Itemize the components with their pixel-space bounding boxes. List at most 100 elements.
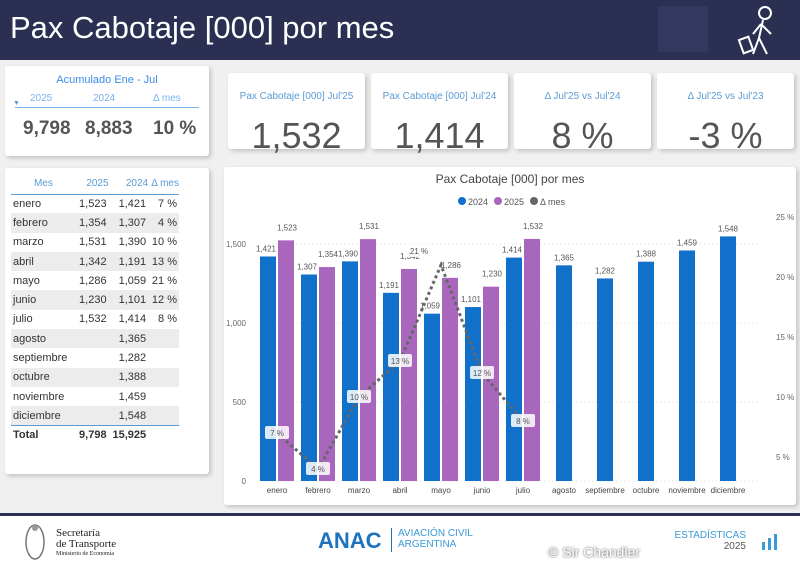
table-cell: 10 % <box>151 236 177 249</box>
table-row[interactable]: septiembre 1,282 <box>11 348 179 367</box>
x-tick-label: marzo <box>348 486 371 495</box>
table-cell <box>75 406 109 426</box>
table-cell: 1,421 <box>118 197 147 210</box>
delta-label: 13 % <box>391 357 409 366</box>
table-cell: 1,307 <box>108 213 149 233</box>
table-row[interactable]: abril 1,342 1,191 13 % <box>11 251 179 272</box>
secretaria-logo: Secretaría de Transporte Ministerio de Eco… <box>56 527 117 558</box>
table-row[interactable]: noviembre 1,459 <box>11 387 179 406</box>
table-row[interactable]: junio 1,230 1,101 12 % <box>11 290 179 310</box>
anac-logo: ANAC <box>318 528 382 553</box>
delta-label: 10 % <box>350 393 368 402</box>
bar-2025[interactable] <box>360 239 376 481</box>
x-tick-label: abril <box>392 486 407 495</box>
y2-tick-label: 10 % <box>776 393 794 402</box>
total-row: Total 9,798 15,925 <box>11 425 179 445</box>
table-cell: 13 % <box>148 251 179 272</box>
bar-2024[interactable] <box>424 313 440 481</box>
table-cell <box>76 387 109 406</box>
data-label-2025: 1,523 <box>277 223 298 232</box>
delta-label-bg <box>306 462 330 475</box>
bar-2024[interactable] <box>556 265 572 481</box>
bar-2024[interactable] <box>506 257 522 481</box>
table-cell: 12 % <box>148 290 179 310</box>
table-row[interactable]: enero 1,523 1,421 7 % <box>11 194 179 213</box>
table-cell: 1,354 <box>75 213 109 233</box>
table-cell: 7 % <box>158 197 177 210</box>
accum-col-delta: Δ mes <box>153 93 181 104</box>
bar-2024[interactable] <box>301 274 317 481</box>
data-label-2024: 1,388 <box>636 250 657 259</box>
data-label-2025: 1,286 <box>441 261 462 270</box>
table-cell <box>148 367 179 387</box>
bar-2024[interactable] <box>720 236 736 481</box>
legend-label[interactable]: Δ mes <box>540 197 566 207</box>
table-cell: mayo <box>13 274 40 287</box>
table-row[interactable]: agosto 1,365 <box>11 329 179 349</box>
table-row[interactable]: febrero 1,354 1,307 4 % <box>11 213 179 233</box>
bar-2024[interactable] <box>465 307 481 481</box>
table-cell: septiembre <box>13 352 68 365</box>
sort-icon[interactable]: ▼ <box>13 100 20 107</box>
table-cell: enero <box>13 197 42 210</box>
table-row[interactable]: diciembre 1,548 <box>11 406 179 426</box>
data-label-2025: 1,230 <box>482 270 503 279</box>
bar-2025[interactable] <box>401 268 417 481</box>
table-cell: junio <box>11 290 76 310</box>
bar-2024[interactable] <box>679 250 695 481</box>
bar-2024[interactable] <box>342 261 358 481</box>
col-header[interactable]: Mes <box>11 174 76 195</box>
delta-label-bg <box>407 244 431 257</box>
y2-tick-label: 20 % <box>776 273 794 282</box>
delta-label-bg <box>511 414 535 427</box>
bar-chart: Pax Cabotaje [000] por mes 2024 2025 Δ mes 0… <box>226 172 794 495</box>
kpi-value: -3 % <box>688 115 763 156</box>
accum-col-2024: 2024 <box>93 93 116 104</box>
table-cell: marzo <box>13 236 44 249</box>
stats-icon <box>762 534 777 550</box>
data-label-2024: 1,059 <box>420 302 441 311</box>
monthly-table: Mes 2025 2024 Δ mes enero 1,523 1,421 7 % fe… <box>11 174 179 445</box>
bar-2025[interactable] <box>319 267 335 481</box>
table-cell: 1,531 <box>79 236 107 249</box>
col-header[interactable]: 2025 <box>75 174 109 195</box>
accumulated-card: Acumulado Ene - Jul 2025 2024 Δ mes ▼ 9,… <box>5 66 209 156</box>
table-row[interactable]: octubre 1,388 <box>11 367 179 387</box>
table-row[interactable]: julio 1,532 1,414 8 % <box>11 310 179 329</box>
table-cell: agosto <box>11 329 76 349</box>
bar-2024[interactable] <box>597 278 613 481</box>
legend-label[interactable]: 2024 <box>468 197 488 207</box>
y2-tick-label: 5 % <box>776 453 790 462</box>
anac-subtitle: AVIACIÓN CIVIL ARGENTINA <box>391 528 473 552</box>
y-tick-label: 500 <box>233 398 247 407</box>
bar-2024[interactable] <box>383 292 399 481</box>
bar-2025[interactable] <box>483 286 499 481</box>
bar-2025[interactable] <box>278 240 294 481</box>
x-tick-label: mayo <box>431 486 451 495</box>
table-cell: noviembre <box>13 390 65 403</box>
table-cell <box>148 387 179 406</box>
bar-2024[interactable] <box>260 256 276 481</box>
table-cell: abril <box>11 251 76 272</box>
table-row[interactable]: marzo 1,531 1,390 10 % <box>11 233 179 252</box>
x-tick-label: julio <box>515 486 531 495</box>
total-cell: Total <box>11 425 76 445</box>
header-box <box>658 6 708 52</box>
delta-label: 4 % <box>311 465 325 474</box>
total-cell: 15,925 <box>108 425 149 445</box>
table-cell <box>76 348 109 367</box>
kpi-value: 1,532 <box>251 115 342 156</box>
table-row[interactable]: mayo 1,286 1,059 21 % <box>11 271 179 290</box>
data-label-2024: 1,548 <box>718 224 739 233</box>
table-cell: 1,459 <box>118 390 147 403</box>
col-header[interactable]: Δ mes <box>148 174 179 195</box>
legend-label[interactable]: 2025 <box>504 197 524 207</box>
bar-2025[interactable] <box>442 277 458 481</box>
chart-card: Pax Cabotaje [000] por mes 2024 2025 Δ mes 0… <box>224 167 796 505</box>
col-header[interactable]: 2024 <box>108 174 149 195</box>
kpi-card: Δ Jul'25 vs Jul'23 -3 % <box>657 73 794 156</box>
table-cell: diciembre <box>11 406 76 426</box>
delta-label: 8 % <box>516 417 530 426</box>
bar-2025[interactable] <box>524 238 540 481</box>
bar-2024[interactable] <box>638 261 654 481</box>
